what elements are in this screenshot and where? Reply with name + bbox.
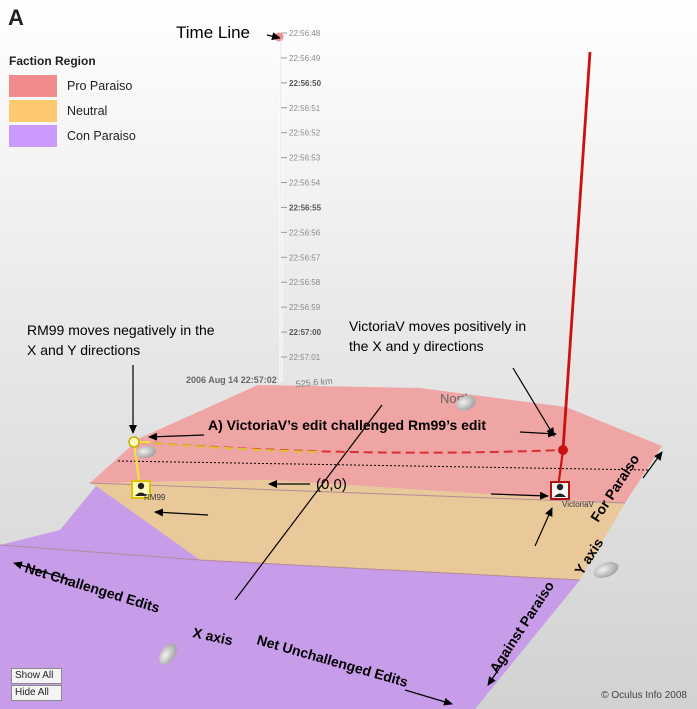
timeline-tick-label: 22:56:49 (289, 54, 321, 63)
timeline-tick-label: 22:57:00 (289, 328, 322, 337)
victoria-time-track (561, 51, 592, 451)
victoria-move-y-arrow (534, 507, 553, 547)
timeline-start-label: 2006 Aug 14 22:57:02 (186, 375, 277, 385)
rm99-user-label: RM99 (144, 493, 166, 502)
legend-item-con-paraiso: Con Paraiso (9, 123, 136, 148)
timeline-tick-label: 22:56:57 (289, 253, 321, 262)
timeline-tick-label: 22:56:51 (289, 104, 321, 113)
nav-knob-east[interactable] (591, 559, 620, 581)
origin-label: (0,0) (316, 476, 347, 493)
timeline-tick-label: 22:56:58 (289, 278, 321, 287)
timeline-title: Time Line (176, 23, 250, 42)
edit-note: A) VictoriaV’s edit challenged Rm99’s ed… (208, 417, 486, 433)
legend-item-pro-paraiso: Pro Paraiso (9, 73, 136, 98)
legend-label: Con Paraiso (67, 128, 136, 143)
victoria-note-line2: the X and y directions (349, 338, 484, 354)
timeline-tick-label: 22:56:55 (289, 203, 322, 212)
rm99-note-line1: RM99 moves negatively in the (27, 322, 215, 338)
victoria-note-line1: VictoriaV moves positively in (349, 318, 526, 334)
rm99-move-arrow (154, 508, 209, 517)
legend-swatch (9, 124, 57, 147)
faction-legend: Faction Region Pro Paraiso Neutral Con P… (9, 54, 136, 148)
copyright-text: © Oculus Info 2008 (601, 690, 687, 701)
legend-swatch (9, 99, 57, 122)
hide-all-button[interactable]: Hide All (11, 685, 62, 701)
legend-item-neutral: Neutral (9, 98, 136, 123)
nav-knob-south[interactable] (155, 640, 180, 668)
legend-label: Pro Paraiso (67, 78, 133, 93)
timeline-tick-label: 22:56:52 (289, 129, 321, 138)
rm99-note-line2: X and Y directions (27, 342, 140, 358)
nav-knob-north[interactable] (454, 393, 478, 413)
y-axis-negative-arrow (487, 659, 506, 686)
victoria-move-x-arrow (490, 491, 549, 500)
timeline-scale-label: 525.6 km (295, 376, 333, 389)
rm99-track-node (128, 436, 140, 448)
timeline-ticks: 22:56:48 22:56:49 22:56:50 22:56:51 22:56:52… (281, 29, 322, 362)
timeline-tick-label: 22:56:50 (289, 79, 322, 88)
rm99-marker[interactable] (131, 480, 151, 499)
neutral-region (60, 480, 625, 580)
edit-note-arrow-right (519, 429, 557, 438)
y-axis-positive-arrow (642, 451, 663, 479)
show-all-button[interactable]: Show All (11, 668, 62, 684)
con-paraiso-region (0, 486, 580, 709)
victoria-track-node (558, 445, 568, 455)
timeline-tick-label: 22:56:56 (289, 228, 321, 237)
panel-label: A (8, 5, 24, 30)
timeline-tick-label: 22:56:48 (289, 29, 321, 38)
timeline-tick-label: 22:57:01 (289, 353, 321, 362)
victoria-user-label: VictoriaV (562, 500, 595, 509)
x-axis-positive-arrow (404, 689, 453, 706)
timeline-pointer-arrow (266, 32, 281, 41)
x-axis-negative-arrow (13, 561, 71, 581)
legend-swatch (9, 74, 57, 97)
timeline-tick-label: 22:56:53 (289, 154, 321, 163)
edit-note-arrow-left (148, 432, 205, 441)
legend-title: Faction Region (9, 54, 96, 68)
timeline-tick-label: 22:56:54 (289, 179, 321, 188)
timeline-tick-label: 22:56:59 (289, 303, 321, 312)
victoria-note-arrow (512, 367, 555, 437)
y-axis-line (234, 404, 383, 601)
legend-label: Neutral (67, 103, 108, 118)
nav-knob-west[interactable] (135, 444, 157, 459)
pro-paraiso-region (90, 385, 662, 503)
victoria-marker[interactable] (550, 481, 570, 500)
